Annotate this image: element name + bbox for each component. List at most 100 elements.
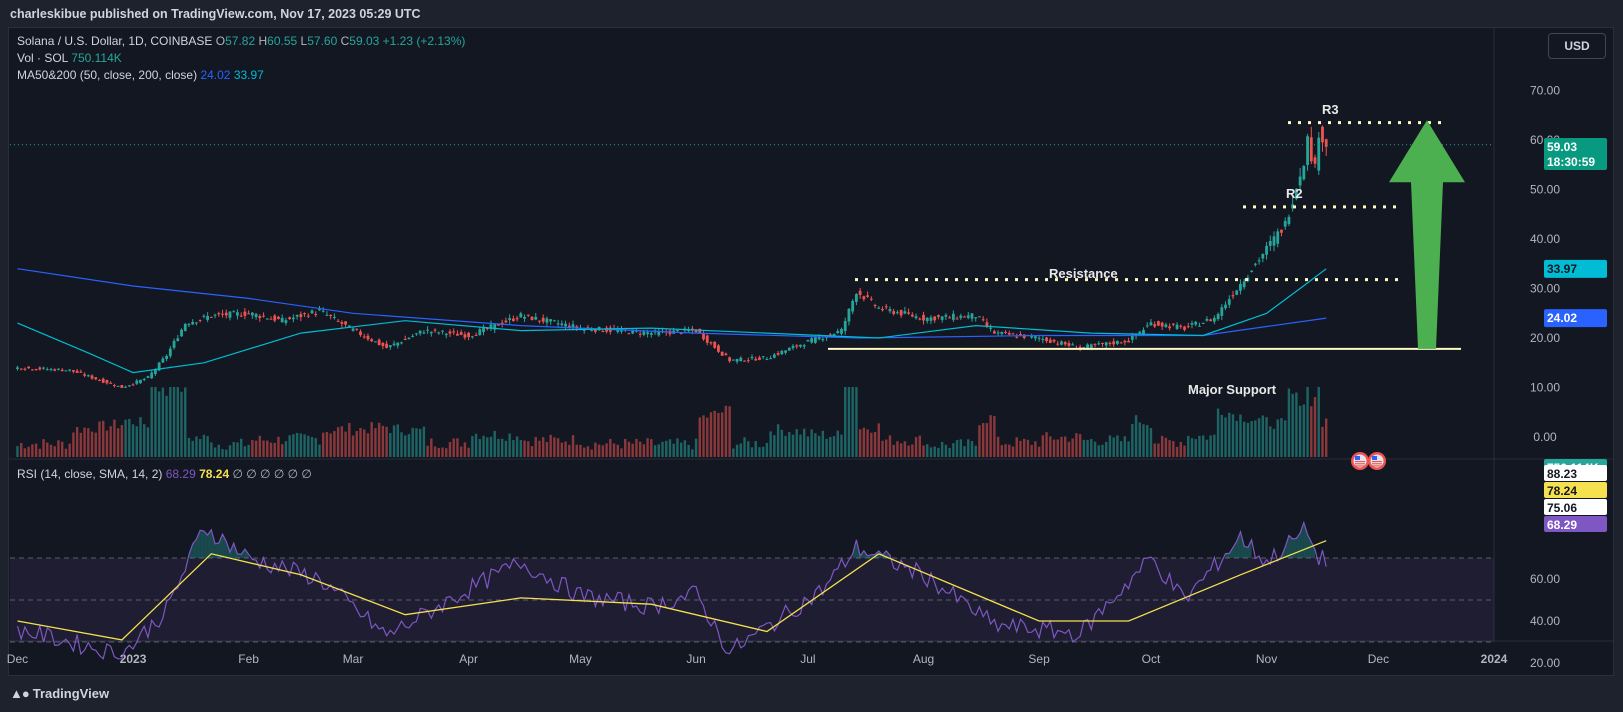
volume-bar bbox=[191, 440, 194, 457]
volume-bar bbox=[922, 445, 925, 457]
volume-bar bbox=[784, 435, 787, 457]
event-flag-icon[interactable] bbox=[1351, 452, 1369, 470]
candle-body bbox=[575, 326, 579, 328]
candle-body bbox=[254, 313, 258, 318]
volume-bar bbox=[739, 443, 743, 457]
volume-bar bbox=[1175, 446, 1179, 457]
candle-body bbox=[746, 360, 750, 362]
candle-body bbox=[1239, 283, 1242, 291]
candle-body bbox=[269, 318, 273, 320]
volume-bar bbox=[1205, 439, 1209, 457]
volume-bar bbox=[340, 426, 344, 457]
volume-bar bbox=[329, 433, 332, 457]
ma200-price-label: 33.97 bbox=[1544, 259, 1607, 278]
volume-bar bbox=[866, 429, 869, 457]
volume-bar bbox=[989, 415, 992, 457]
candle-body bbox=[318, 309, 321, 311]
candle-body bbox=[1145, 325, 1149, 327]
major-support-label: Major Support bbox=[1188, 382, 1277, 397]
candle-body bbox=[795, 345, 799, 347]
volume-bar bbox=[303, 434, 306, 457]
legend-row-rsi[interactable]: RSI (14, close, SMA, 14, 2) 68.29 78.24 … bbox=[17, 467, 312, 481]
volume-bar bbox=[918, 435, 921, 457]
volume-bar bbox=[732, 448, 735, 457]
volume-bar bbox=[280, 444, 284, 457]
candle-body bbox=[459, 332, 463, 335]
legend-row-ohlc: Solana / U.S. Dollar, 1D, COINBASE O57.8… bbox=[17, 34, 465, 48]
volume-bar bbox=[27, 446, 30, 457]
legend-close-label: C bbox=[340, 34, 350, 48]
volume-bar bbox=[534, 437, 537, 457]
volume-bar bbox=[810, 429, 813, 457]
volume-bar bbox=[1075, 433, 1078, 457]
volume-bar bbox=[1283, 420, 1287, 457]
volume-bar bbox=[1183, 445, 1186, 457]
volume-bar bbox=[180, 391, 183, 457]
volume-bar bbox=[124, 419, 127, 457]
legend-change: +1.23 (+2.13%) bbox=[382, 34, 466, 48]
volume-bar bbox=[374, 428, 377, 457]
volume-bar bbox=[549, 434, 552, 457]
volume-bar bbox=[1123, 436, 1127, 457]
candle-body bbox=[1138, 331, 1142, 334]
candle-body bbox=[519, 313, 523, 318]
volume-bar bbox=[247, 444, 250, 457]
candle-body bbox=[1063, 342, 1067, 345]
legend-row-ma[interactable]: MA50&200 (50, close, 200, close) 24.02 3… bbox=[17, 68, 264, 82]
chart-frame[interactable] bbox=[8, 27, 1614, 676]
volume-bar bbox=[829, 436, 832, 457]
candle-body bbox=[1142, 329, 1145, 335]
volume-bar bbox=[1168, 440, 1171, 457]
candle-body bbox=[68, 369, 72, 371]
candle-body bbox=[429, 331, 433, 334]
event-flag-icon[interactable] bbox=[1368, 452, 1386, 470]
volume-bar bbox=[1220, 414, 1224, 457]
volume-bar bbox=[791, 434, 795, 457]
rsi-value-label-bg bbox=[1544, 465, 1607, 481]
candle-body bbox=[109, 382, 113, 384]
volume-bar bbox=[642, 444, 646, 457]
candle-body bbox=[113, 385, 116, 387]
candle-body bbox=[422, 332, 426, 334]
volume-bar bbox=[907, 445, 910, 457]
volume-bar bbox=[418, 428, 422, 457]
candle-body bbox=[277, 316, 280, 319]
volume-bar bbox=[61, 441, 64, 457]
volume-bar bbox=[1239, 414, 1242, 457]
candle-body bbox=[627, 333, 631, 335]
candle-body bbox=[381, 342, 385, 347]
volume-bar bbox=[292, 434, 295, 457]
candle-body bbox=[1171, 323, 1175, 325]
candle-body bbox=[649, 333, 653, 335]
volume-bar bbox=[221, 449, 224, 457]
volume-bar bbox=[210, 442, 213, 457]
volume-bar bbox=[717, 412, 720, 457]
candle-body bbox=[813, 337, 817, 343]
legend-rsi-label: RSI (14, close, SMA, 14, 2) bbox=[17, 467, 163, 481]
candle-body bbox=[1127, 340, 1130, 343]
volume-bar bbox=[914, 437, 918, 457]
rsi-value-label: 78.24 bbox=[1544, 482, 1607, 498]
volume-bar bbox=[143, 424, 146, 457]
rsi-value-label: 88.23 bbox=[1544, 465, 1607, 481]
volume-bar bbox=[217, 444, 221, 457]
volume-bar bbox=[389, 432, 392, 457]
legend-row-volume[interactable]: Vol · SOL 750.114K bbox=[17, 51, 122, 65]
candle-body bbox=[985, 322, 989, 327]
volume-bar bbox=[911, 444, 914, 457]
volume-bar bbox=[694, 438, 698, 457]
legend-rsi-ma-value: 78.24 bbox=[199, 467, 230, 481]
candle-body bbox=[131, 384, 135, 386]
legend-symbol[interactable]: Solana / U.S. Dollar, 1D, COINBASE bbox=[17, 34, 213, 48]
legend-high-label: H bbox=[258, 34, 268, 48]
candle-body bbox=[176, 338, 180, 342]
currency-button[interactable]: USD bbox=[1548, 33, 1606, 59]
publisher-line: charleskibue published on TradingView.co… bbox=[10, 7, 421, 21]
candle-body bbox=[57, 368, 60, 370]
volume-bar bbox=[497, 438, 500, 457]
tradingview-logo[interactable]: ▲● TradingView bbox=[10, 686, 109, 701]
candle-body bbox=[1261, 254, 1265, 259]
volume-bar bbox=[1105, 441, 1108, 457]
